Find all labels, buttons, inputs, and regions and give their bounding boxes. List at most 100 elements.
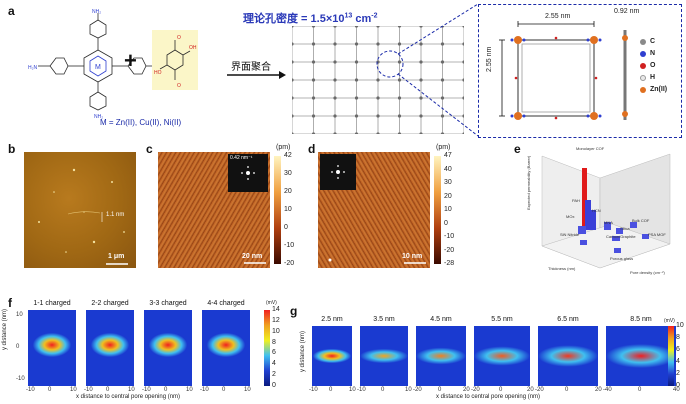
f-xtick: 0 <box>222 387 226 393</box>
network-node <box>462 132 464 134</box>
bar-label-2: HCN <box>592 208 601 213</box>
bar-label-4: MNA <box>604 220 613 225</box>
network-node <box>462 114 464 118</box>
metals-caption: M = Zn(II), Cu(II), Ni(II) <box>100 118 182 127</box>
g-subplot-title: 5.5 nm <box>491 316 513 323</box>
colorbar-f-tick: 12 <box>272 316 280 324</box>
network-node <box>440 42 445 46</box>
network-node <box>397 78 402 82</box>
network-node <box>376 96 380 100</box>
bar-mox <box>578 226 586 234</box>
g-xtick: 20 <box>527 387 534 393</box>
panel-f-label: f <box>8 296 12 310</box>
f-xtick: 0 <box>106 387 110 393</box>
panel-c-label: c <box>146 142 153 156</box>
f-ylabel: y distance (nm) <box>2 308 8 350</box>
colorbar-c-tick: -20 <box>284 260 295 267</box>
network-node <box>397 42 402 46</box>
height-label-b: 1.1 nm <box>106 212 125 218</box>
dim-vertical: 2.55 nm <box>486 46 493 72</box>
axis-x1-e: Thickness (nm) <box>548 266 576 271</box>
network-node <box>376 132 380 134</box>
colorbar-d <box>434 156 441 264</box>
density-exponent: 13 <box>344 12 353 20</box>
density-unit-exponent: -2 <box>371 12 378 20</box>
colorbar-d-tick: 10 <box>444 206 452 213</box>
network-node <box>462 96 464 100</box>
network-node <box>311 132 316 134</box>
panel-a-label: a <box>8 4 15 18</box>
network-node <box>354 42 359 46</box>
network-node <box>376 78 380 82</box>
chart-3d-bar <box>541 153 671 269</box>
g-xtick: -20 <box>471 387 480 393</box>
colorbar-d-tick: 47 <box>444 152 452 159</box>
bar-sin <box>580 240 587 245</box>
network-node <box>462 78 464 82</box>
axis-y-e: Expected permeability (Barrer) <box>526 155 531 210</box>
network-node <box>397 60 402 64</box>
scale-label-d: 10 nm <box>402 253 423 260</box>
density-prefix: 理论孔密度 = 1.5×10 <box>243 13 345 25</box>
colorbar-g-tick: 0 <box>676 382 680 389</box>
legend-h: H <box>640 74 655 81</box>
colorbar-d-tick: 20 <box>444 192 452 200</box>
network-node <box>311 60 316 64</box>
legend-o: O <box>640 62 655 69</box>
colorbar-c-tick: 42 <box>284 152 292 159</box>
bar-carbon <box>612 236 620 241</box>
colorbar-g-tick: 6 <box>676 346 680 353</box>
colorbar-f-tick: 14 <box>272 306 280 313</box>
network-node <box>462 42 464 46</box>
svg-text:HO: HO <box>154 70 162 76</box>
g-xtick: -10 <box>357 387 366 393</box>
network-node <box>311 26 316 28</box>
bar-label-0: Monolayer COF <box>576 146 605 151</box>
f-xtick: 10 <box>128 387 135 393</box>
network-node <box>292 78 294 82</box>
g-xtick: -40 <box>603 387 612 393</box>
zoom-box <box>478 4 682 138</box>
g-xtick: 0 <box>329 387 333 393</box>
network-node <box>292 96 294 100</box>
panel-b-label: b <box>8 142 16 156</box>
colorbar-unit-g: (mV) <box>664 318 675 324</box>
panel-g-label: g <box>290 304 298 318</box>
g-xtick: 0 <box>381 387 385 393</box>
f-potential-map <box>202 310 250 386</box>
network-node <box>354 96 359 100</box>
network-node <box>419 114 423 118</box>
network-node <box>376 42 380 46</box>
colorbar-f-tick: 10 <box>272 327 280 335</box>
g-xtick: 0 <box>565 387 569 393</box>
g-xtick: -20 <box>535 387 544 393</box>
f-ytick: 0 <box>16 344 20 350</box>
network-node <box>311 42 316 46</box>
network-node <box>462 60 464 64</box>
colorbar-g <box>668 326 674 386</box>
colorbar-f-tick: 2 <box>272 371 276 379</box>
network-node <box>397 114 402 118</box>
network-node <box>440 60 445 64</box>
network-node <box>333 78 337 82</box>
colorbar-c-tick: 20 <box>284 188 292 195</box>
network-node <box>397 26 402 28</box>
colorbar-g-tick: 4 <box>676 358 680 365</box>
colorbar-f-tick: 0 <box>272 382 276 389</box>
legend-n: N <box>640 50 655 57</box>
colorbar-g-tick: 8 <box>676 334 680 341</box>
bar-pah <box>585 200 591 230</box>
bar-bulk-cof <box>630 222 637 228</box>
network-node <box>354 78 359 82</box>
svg-text:NH₂: NH₂ <box>94 114 103 120</box>
network-node <box>292 60 294 64</box>
bar-label-1: PAH <box>572 198 580 203</box>
network-node <box>419 96 423 100</box>
arrow-label: 界面聚合 <box>231 62 271 73</box>
svg-text:M: M <box>95 64 101 71</box>
bar-label-9: PSA MOF <box>648 232 666 237</box>
g-subplot-title: 6.5 nm <box>557 316 579 323</box>
network-node <box>440 78 445 82</box>
svg-text:OH: OH <box>189 45 197 51</box>
network-node <box>376 26 380 28</box>
